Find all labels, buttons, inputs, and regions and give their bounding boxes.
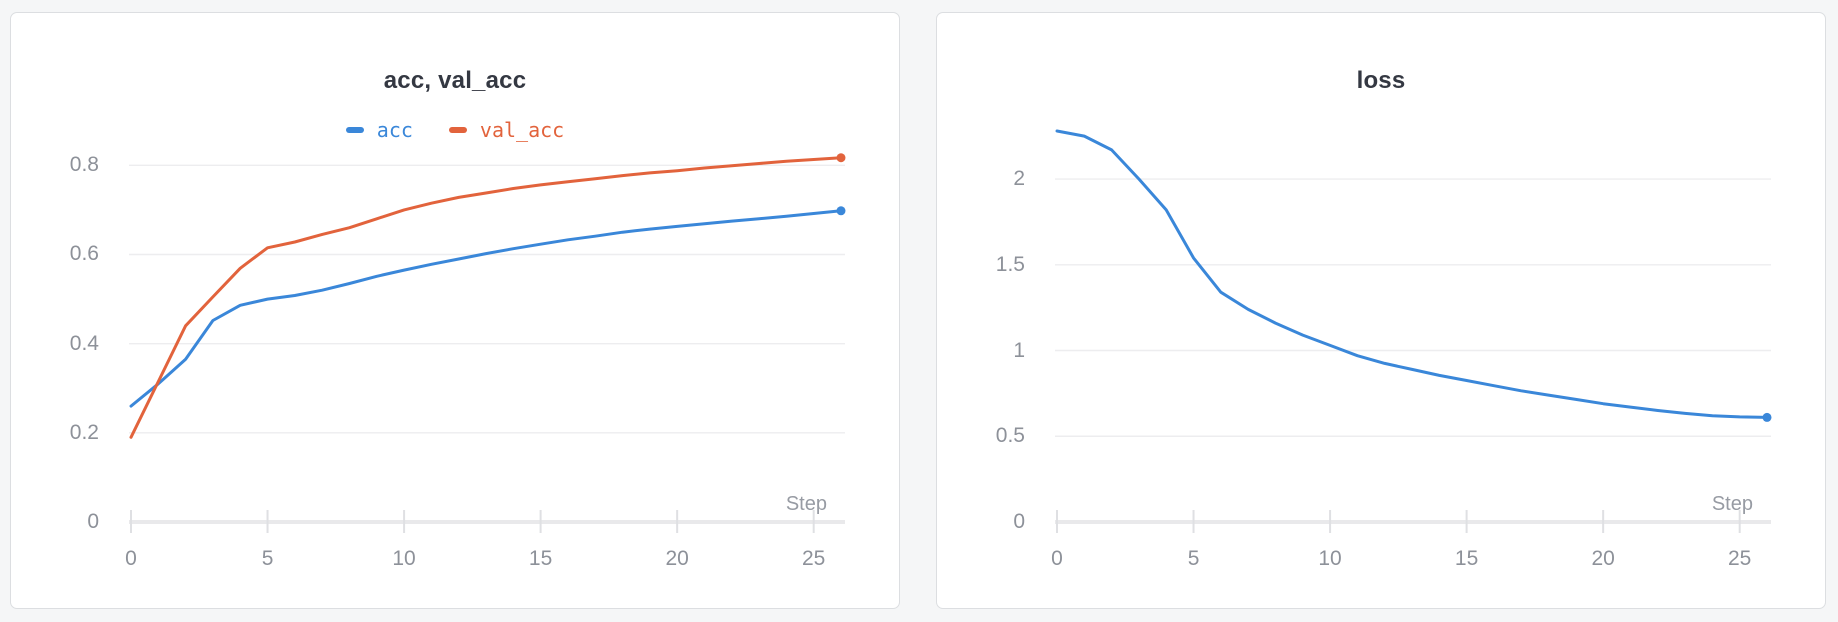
series-end-dot-acc	[836, 206, 846, 216]
x-axis-title: Step	[785, 493, 827, 515]
series-line-loss	[1055, 129, 1769, 419]
chart-card-loss[interactable]: loss Step 0 0.5 1 1.5 2 0 5 10 15 20 25	[936, 12, 1826, 609]
chart-card-acc[interactable]: acc, val_acc acc val_acc Step 0 0.2 0.4 0.6…	[10, 12, 900, 609]
x-tick-label: 25	[1728, 547, 1752, 570]
y-tick-label: 0.6	[69, 242, 99, 266]
y-tick-label: 0.2	[69, 420, 99, 444]
x-tick-label: 10	[1318, 547, 1342, 570]
legend-dash-icon	[345, 127, 364, 133]
y-tick-label: 1.5	[995, 252, 1025, 276]
plot-area[interactable]	[11, 13, 901, 610]
legend-item-acc[interactable]: acc	[345, 118, 413, 142]
legend-item-val-acc[interactable]: val_acc	[448, 118, 565, 142]
x-tick-label: 20	[1591, 547, 1615, 570]
plot-area[interactable]	[937, 13, 1827, 610]
chart-title: acc, val_acc	[383, 67, 527, 94]
y-tick-label: 0	[1013, 510, 1025, 533]
y-tick-label: 0.4	[69, 331, 99, 355]
x-tick-label: 25	[802, 547, 826, 570]
x-tick-label: 5	[1187, 547, 1200, 570]
series-end-dot-val_acc	[836, 153, 846, 163]
series-line-val_acc	[129, 156, 843, 439]
x-tick-label: 15	[528, 547, 553, 570]
y-tick-label: 2	[1013, 167, 1025, 191]
legend-label: acc	[376, 118, 413, 142]
chart-legend: acc val_acc	[11, 117, 899, 143]
legend-dash-icon	[448, 127, 467, 133]
x-tick-label: 10	[392, 547, 416, 570]
legend-label: val_acc	[479, 118, 565, 142]
x-tick-label: 5	[261, 547, 274, 570]
x-tick-label: 0	[125, 547, 137, 570]
x-tick-label: 15	[1454, 547, 1479, 570]
y-tick-label: 0.8	[69, 153, 99, 177]
series-line-acc	[129, 209, 843, 408]
y-tick-label: 1	[1013, 338, 1025, 362]
series-end-dot-loss	[1762, 412, 1772, 422]
x-tick-label: 0	[1051, 547, 1063, 570]
chart-title: loss	[1356, 67, 1406, 94]
y-tick-label: 0	[87, 510, 99, 533]
x-axis-title: Step	[1711, 493, 1753, 515]
x-tick-label: 20	[665, 547, 689, 570]
y-tick-label: 0.5	[995, 424, 1025, 448]
